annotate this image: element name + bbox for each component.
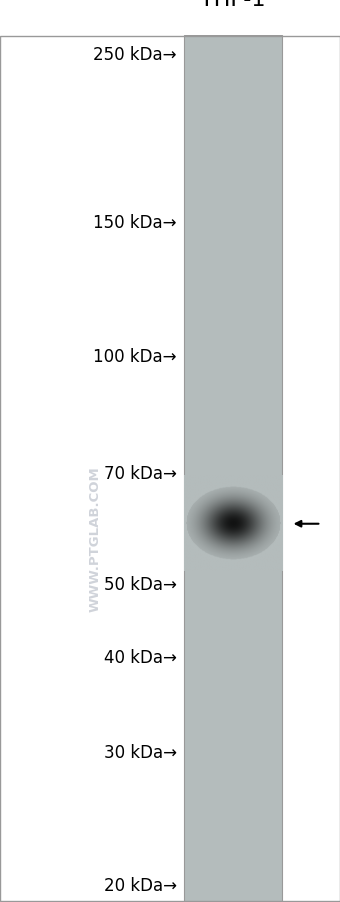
- Text: WWW.PTGLAB.COM: WWW.PTGLAB.COM: [89, 465, 102, 612]
- Text: 20 kDa→: 20 kDa→: [104, 876, 177, 894]
- Text: 150 kDa→: 150 kDa→: [93, 214, 177, 232]
- Bar: [184, 36, 282, 902]
- Text: 100 kDa→: 100 kDa→: [93, 347, 177, 365]
- Text: 50 kDa→: 50 kDa→: [104, 575, 177, 593]
- Text: 40 kDa→: 40 kDa→: [104, 649, 177, 667]
- Text: 70 kDa→: 70 kDa→: [104, 465, 177, 483]
- Text: 250 kDa→: 250 kDa→: [93, 46, 177, 64]
- Text: THP-1: THP-1: [200, 0, 266, 10]
- Text: 30 kDa→: 30 kDa→: [104, 743, 177, 761]
